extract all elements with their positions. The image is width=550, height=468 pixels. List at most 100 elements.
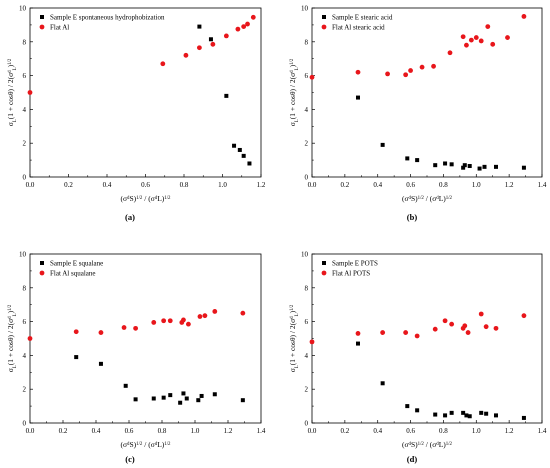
x-axis-label: (σdS)1/2 / (σdL)1/2 (402, 194, 453, 203)
y-axis-label: σL(1 + cosθ) / 2(σdL)1/2 (288, 304, 300, 372)
y-axis-label: σL(1 + cosθ) / 2(σdL)1/2 (6, 58, 18, 126)
data-point (197, 45, 202, 51)
data-point (151, 396, 156, 401)
data-point (485, 24, 491, 29)
legend: Sample E POTS Flat Al POTS (321, 260, 378, 278)
x-tick-label: 0.8 (180, 181, 189, 189)
data-point (98, 330, 104, 335)
data-point (419, 64, 425, 70)
data-point (477, 166, 482, 171)
y-axis-label: σL(1 + cosθ) / 2(σdL)1/2 (288, 58, 300, 126)
x-tick-label: 1.2 (257, 181, 266, 189)
data-point (433, 412, 438, 417)
data-point (240, 398, 245, 403)
plot-frame (311, 7, 543, 178)
data-point (309, 339, 315, 345)
data-point (462, 323, 468, 329)
data-point (27, 90, 33, 95)
data-point (98, 361, 103, 366)
data-point (133, 397, 138, 402)
data-point (468, 37, 474, 43)
y-tick-label: 10 (19, 251, 27, 259)
data-point (356, 341, 360, 346)
x-tick-label: 0.0 (308, 427, 317, 435)
data-point (196, 398, 201, 403)
data-point (467, 414, 472, 419)
data-point (479, 410, 484, 415)
x-tick-label: 0.4 (373, 181, 382, 189)
data-point (210, 41, 216, 47)
legend-label: Flat Al stearic acid (332, 24, 385, 32)
data-point (133, 325, 139, 331)
legend-label: Sample E POTS (332, 260, 378, 268)
y-tick-label: 8 (305, 284, 309, 292)
data-point (202, 313, 208, 319)
legend-marker (321, 270, 327, 276)
x-tick-label: 0.2 (64, 181, 73, 189)
y-tick-label: 2 (305, 386, 309, 394)
panel-label: (b) (407, 212, 418, 222)
chart-panel-c: 0.0 0.2 0.4 0.6 0.8 1.0 1.2 1.4 0 2 4 6 8 10 (σdS)1/2 … (6, 251, 266, 450)
x-tick-label: 1.2 (224, 427, 233, 435)
data-point (356, 95, 360, 100)
data-point (494, 413, 498, 418)
data-point (184, 396, 189, 401)
legend-label: Sample E stearic acid (332, 14, 393, 22)
data-point (462, 163, 467, 168)
data-point (443, 413, 448, 418)
data-point (447, 50, 453, 56)
series-sample (356, 95, 526, 171)
legend-label: Flat Al POTS (332, 270, 370, 278)
data-point (403, 330, 409, 335)
data-point (473, 35, 479, 40)
data-point (505, 35, 510, 40)
data-point (212, 309, 218, 314)
data-point (161, 395, 166, 400)
data-point (223, 33, 229, 39)
data-point (461, 165, 466, 170)
data-point (197, 314, 203, 319)
data-point (232, 143, 237, 148)
data-point (247, 161, 252, 166)
y-tick-label: 4 (23, 106, 27, 114)
legend-marker (321, 24, 327, 30)
data-point (478, 38, 484, 44)
x-tick-label: 0.8 (158, 427, 167, 435)
data-point (478, 311, 484, 317)
legend-label: Sample E squalane (50, 260, 103, 268)
x-tick-label: 1.0 (218, 181, 227, 189)
legend-marker (322, 15, 326, 19)
data-point (405, 156, 410, 161)
x-tick-label: 0.6 (141, 181, 150, 189)
data-point (161, 318, 167, 324)
x-tick-label: 0.0 (308, 181, 317, 189)
x-tick-label: 0.0 (26, 181, 35, 189)
data-point (461, 410, 466, 415)
x-axis-label: (σdS)1/2 / (σdL)1/2 (121, 440, 172, 449)
data-point (431, 63, 436, 69)
data-point (73, 329, 79, 335)
legend-label: Flat Al (50, 24, 69, 32)
data-point (521, 415, 526, 420)
data-point (160, 61, 166, 67)
legend-label: Sample E spontaneous hydrophobization (50, 14, 165, 22)
data-point (432, 326, 438, 332)
data-point (121, 325, 127, 330)
data-point (521, 14, 527, 19)
y-tick-label: 0 (23, 420, 27, 428)
x-tick-label: 0.4 (92, 427, 101, 435)
y-tick-label: 0 (305, 174, 309, 182)
legend-label: Flat Al squalane (50, 270, 96, 278)
x-tick-label: 1.0 (472, 427, 481, 435)
data-point (414, 333, 420, 339)
x-tick-label: 1.4 (257, 427, 266, 435)
data-point (309, 74, 315, 80)
data-point (168, 393, 173, 398)
y-tick-label: 6 (305, 72, 309, 80)
series-flat (27, 309, 246, 341)
data-point (241, 24, 247, 29)
series-sample (356, 341, 526, 420)
x-tick-label: 0.2 (59, 427, 68, 435)
x-tick-label: 1.0 (472, 181, 481, 189)
chart-panel-d: 0.0 0.2 0.4 0.6 0.8 1.0 1.2 1.4 0 2 4 6 8 10 (σdS)1/2 … (288, 251, 547, 450)
